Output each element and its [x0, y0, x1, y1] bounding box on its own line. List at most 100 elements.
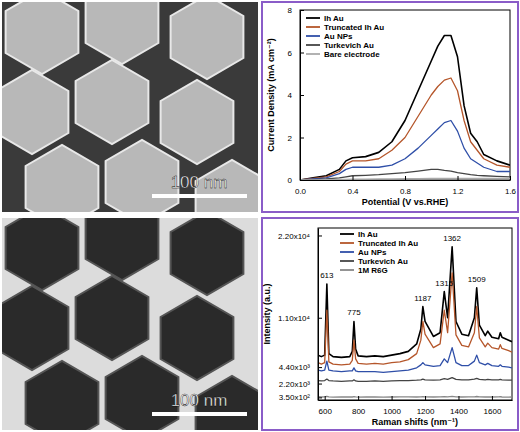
legend-swatch [306, 53, 320, 55]
x-tick: 1.6 [505, 176, 517, 196]
x-tick: 800 [352, 396, 366, 416]
plot-area [300, 36, 510, 181]
x-tick: 1600 [484, 396, 502, 416]
x-axis-line [319, 400, 513, 401]
x-tick-mark [353, 176, 354, 180]
particle [6, 218, 79, 290]
x-tick: 0.8 [400, 176, 412, 196]
y-tick-label: 3.50x10² [279, 393, 310, 402]
y-axis-title: Intensity (a.u.) [262, 283, 272, 344]
legend-label: 1M R6G [358, 266, 388, 275]
legend-swatch [340, 260, 354, 262]
legend-swatch [306, 35, 320, 37]
figure: 100 nm100 nm0.00.40.81.21.602468Potentia… [0, 0, 520, 432]
particle [26, 145, 99, 212]
particle [26, 361, 99, 430]
scale-bar [152, 412, 247, 416]
series-line [300, 121, 510, 181]
x-tick-mark [425, 396, 426, 400]
particle [171, 218, 244, 295]
y-tick-label: 4 [288, 91, 293, 100]
y-tick-mark [318, 367, 322, 368]
particle [76, 60, 149, 144]
x-tick-label: 0.4 [347, 187, 359, 196]
legend-label: Ih Au [324, 14, 344, 23]
plot-frame [318, 228, 512, 400]
y-tick-label: 2.20x10⁴ [278, 232, 310, 241]
plot-frame [300, 10, 510, 180]
series-line [318, 273, 512, 365]
panel-border [262, 218, 518, 430]
y-tick: 0 [288, 176, 304, 185]
y-axis-line [318, 229, 319, 401]
y-tick-mark [318, 235, 322, 236]
y-tick: 4.40x10³ [279, 363, 322, 372]
y-tick-mark [300, 138, 304, 139]
legend-swatch [306, 17, 320, 19]
particle [76, 276, 149, 360]
panel-border [262, 2, 518, 212]
series-line [318, 378, 512, 382]
y-tick-label: 0 [288, 176, 293, 185]
y-tick-mark [318, 318, 322, 319]
particle [86, 2, 159, 64]
micrograph [2, 2, 258, 212]
y-tick-mark [300, 10, 304, 11]
legend-swatch [340, 242, 354, 244]
x-tick-label: 800 [352, 407, 366, 416]
particle [86, 218, 159, 280]
x-tick-label: 0.8 [400, 187, 412, 196]
y-tick: 2 [288, 134, 304, 143]
legend-swatch [340, 251, 354, 253]
peak-label: 613 [320, 271, 334, 280]
x-tick: 1400 [450, 396, 468, 416]
x-axis-title: Raman shifts (nm⁻¹) [372, 417, 458, 427]
y-tick-mark [300, 95, 304, 96]
y-axis: 3.50x10²2.20x10³4.40x10³1.10x10⁴2.20x10⁴ [278, 229, 322, 403]
series-line [300, 169, 510, 180]
y-tick: 8 [288, 6, 304, 15]
particle [2, 70, 68, 154]
peak-label: 1509 [468, 275, 486, 284]
legend: Ih AuTruncated Ih AuAu NPsTurkevich Au1M… [340, 230, 418, 275]
series-line [318, 247, 512, 358]
peak-label: 1315 [435, 279, 453, 288]
y-tick-mark [318, 397, 322, 398]
x-tick-label: 1400 [450, 407, 468, 416]
legend-swatch [340, 233, 354, 235]
x-tick-mark [405, 176, 406, 180]
x-tick-mark [392, 396, 393, 400]
legend-swatch [306, 26, 320, 28]
y-tick-label: 2 [288, 134, 293, 143]
peak-label: 1187 [414, 294, 432, 303]
x-axis-line [301, 180, 511, 181]
legend-swatch [306, 44, 320, 46]
x-tick-mark [325, 396, 326, 400]
x-tick: 0.4 [347, 176, 359, 196]
y-tick: 6 [288, 49, 304, 58]
y-tick-label: 1.10x10⁴ [278, 314, 310, 323]
x-tick-label: 600 [319, 407, 333, 416]
x-tick-mark [458, 396, 459, 400]
x-tick-label: 1.2 [452, 187, 464, 196]
particle [106, 140, 179, 212]
y-axis: 0 2 4 6 8 [288, 6, 304, 185]
particle [106, 356, 179, 430]
legend-label: Bare electrode [324, 50, 380, 59]
x-tick-mark [510, 176, 511, 180]
y-tick-mark [300, 180, 304, 181]
y-tick-label: 4.40x10³ [279, 363, 310, 372]
particle [161, 80, 234, 164]
x-tick: 1.2 [452, 176, 464, 196]
legend-swatch [340, 269, 354, 271]
x-tick-label: 0.0 [295, 187, 307, 196]
y-tick-mark [300, 53, 304, 54]
x-axis: 0.0 0.4 0.8 1.2 1.6 [295, 176, 517, 196]
peak-label: 775 [347, 308, 361, 317]
legend-label: Truncated Ih Au [358, 239, 418, 248]
x-tick-label: 1200 [417, 407, 435, 416]
y-axis-title: Current Density (mA cm⁻²) [266, 38, 276, 151]
scale-bar [152, 194, 247, 198]
x-tick: 600 [319, 396, 333, 416]
plot-area [318, 247, 512, 397]
